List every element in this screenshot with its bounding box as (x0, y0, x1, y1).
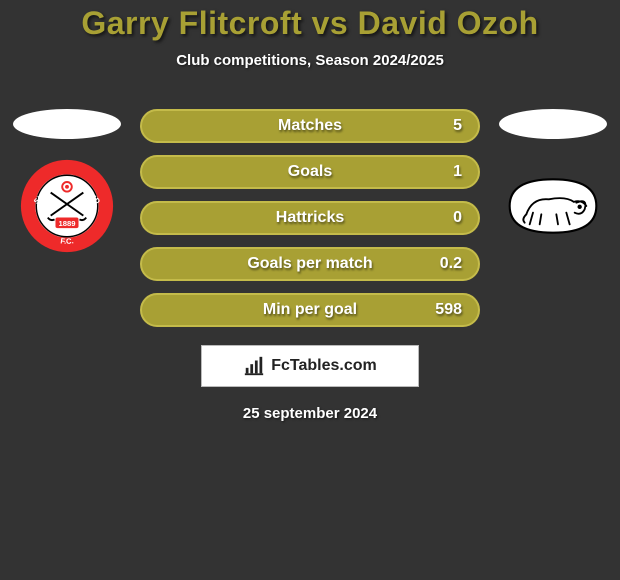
subtitle: Club competitions, Season 2024/2025 (0, 52, 620, 69)
stat-row-hattricks: Hattricks 0 (140, 201, 480, 235)
stat-label: Matches (278, 117, 342, 135)
right-column (498, 109, 608, 247)
stat-row-goals-per-match: Goals per match 0.2 (140, 247, 480, 281)
svg-text:1889: 1889 (58, 219, 75, 228)
left-column: SHEFFIELD UNITED F.C. (12, 109, 122, 247)
derby-county-icon (503, 171, 603, 241)
stat-value: 1 (453, 163, 462, 181)
chart-icon (243, 355, 265, 377)
stat-row-matches: Matches 5 (140, 109, 480, 143)
stat-value: 0 (453, 209, 462, 227)
stats-column: Matches 5 Goals 1 Hattricks 0 Goals per … (140, 109, 480, 327)
stat-label: Hattricks (276, 209, 344, 227)
right-player-ellipse (499, 109, 607, 139)
stat-label: Min per goal (263, 301, 357, 319)
right-team-crest (503, 165, 603, 247)
brand-text: FcTables.com (271, 357, 377, 375)
stat-row-min-per-goal: Min per goal 598 (140, 293, 480, 327)
comparison-card: Garry Flitcroft vs David Ozoh Club compe… (0, 0, 620, 422)
stat-label: Goals (288, 163, 332, 181)
stat-label: Goals per match (247, 255, 372, 273)
sheffield-united-icon: SHEFFIELD UNITED F.C. (19, 158, 115, 254)
svg-text:F.C.: F.C. (60, 236, 74, 246)
update-date: 25 september 2024 (0, 405, 620, 422)
stat-value: 0.2 (440, 255, 462, 273)
page-title: Garry Flitcroft vs David Ozoh (0, 5, 620, 42)
stat-value: 598 (435, 301, 462, 319)
main-row: SHEFFIELD UNITED F.C. (0, 109, 620, 327)
brand-box: FcTables.com (201, 345, 419, 387)
left-player-ellipse (13, 109, 121, 139)
left-team-crest: SHEFFIELD UNITED F.C. (17, 165, 117, 247)
stat-row-goals: Goals 1 (140, 155, 480, 189)
stat-value: 5 (453, 117, 462, 135)
